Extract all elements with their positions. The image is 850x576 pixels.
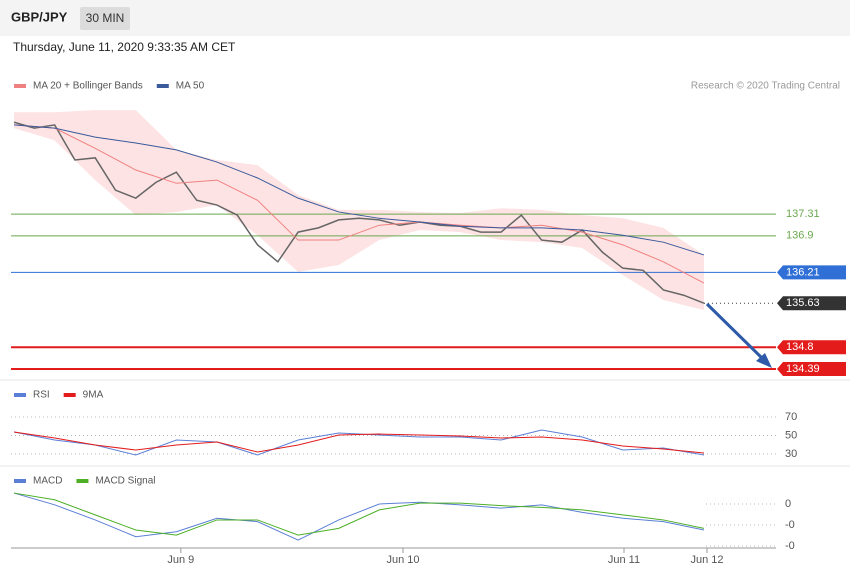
legend-swatch bbox=[156, 84, 169, 88]
y-tick-label: 70 bbox=[785, 411, 797, 423]
y-tick-label: 50 bbox=[785, 429, 797, 441]
x-tick-label: Jun 12 bbox=[690, 554, 723, 566]
legend-swatch bbox=[14, 393, 26, 397]
level-label: 136.9 bbox=[786, 230, 814, 242]
y-tick-label: 30 bbox=[785, 448, 797, 460]
x-tick-label: Jun 9 bbox=[167, 554, 194, 566]
credit: Research © 2020 Trading Central bbox=[691, 81, 840, 92]
level-label: 136.21 bbox=[786, 266, 820, 278]
x-tick-label: Jun 11 bbox=[608, 554, 640, 566]
series-line bbox=[13, 429, 705, 456]
level-label: 137.31 bbox=[786, 208, 820, 220]
legend-swatch bbox=[76, 479, 89, 483]
forecast-arrowhead bbox=[756, 353, 772, 368]
series-line bbox=[13, 121, 705, 304]
bollinger-band bbox=[14, 110, 704, 311]
level-tag bbox=[777, 296, 846, 311]
legend-label: MACD Signal bbox=[95, 476, 155, 487]
y-tick-label: 0 bbox=[785, 498, 791, 510]
series-line bbox=[14, 124, 705, 284]
plot-layer: 137.31 136.9 136.21 135.63 134.8 134.39 MA 20 … bbox=[11, 81, 846, 566]
legend-swatch bbox=[14, 84, 26, 88]
level-tag bbox=[777, 265, 846, 280]
legend-label: MA 20 + Bollinger Bands bbox=[33, 81, 143, 92]
x-tick-label: Jun 10 bbox=[387, 554, 420, 566]
y-tick-label: -0 bbox=[785, 519, 795, 531]
series-line bbox=[13, 492, 705, 541]
legend-swatch bbox=[63, 393, 76, 397]
series-line bbox=[14, 124, 705, 256]
timestamp: Thursday, June 11, 2020 9:33:35 AM CET bbox=[13, 40, 236, 54]
interval-label[interactable]: 30 MIN bbox=[86, 11, 125, 25]
level-label: 134.39 bbox=[786, 363, 820, 375]
legend-label: RSI bbox=[33, 390, 50, 401]
interval-button[interactable] bbox=[80, 7, 130, 30]
level-tag bbox=[777, 361, 846, 376]
level-label: 135.63 bbox=[786, 297, 820, 309]
series-line bbox=[13, 431, 705, 454]
legend-label: MACD bbox=[33, 476, 62, 487]
forecast-arrow bbox=[705, 302, 766, 362]
legend-label: MA 50 bbox=[176, 81, 205, 92]
header-bar bbox=[0, 0, 850, 36]
level-label: 134.8 bbox=[786, 341, 814, 353]
series-line bbox=[13, 492, 705, 536]
legend-swatch bbox=[14, 479, 26, 483]
y-tick-label: -0 bbox=[785, 540, 795, 552]
legend-label: 9MA bbox=[83, 390, 104, 401]
symbol: GBP/JPY bbox=[11, 9, 68, 24]
level-tag bbox=[777, 340, 846, 355]
